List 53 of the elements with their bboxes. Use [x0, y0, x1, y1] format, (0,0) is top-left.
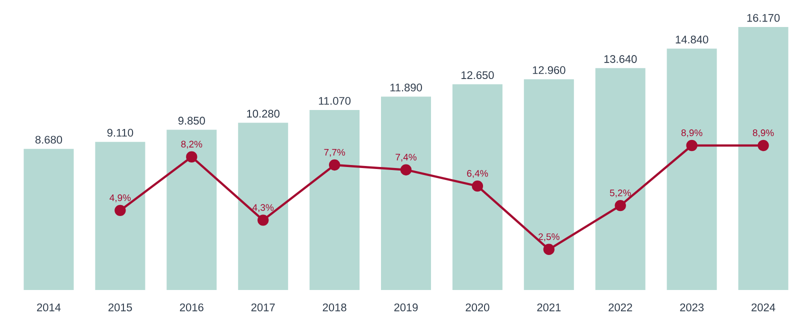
point: [543, 244, 555, 256]
bar: [310, 110, 360, 290]
bar: [738, 27, 788, 290]
bar: [95, 142, 146, 290]
x-tick-label: 2015: [108, 304, 132, 312]
bar: [524, 79, 574, 290]
x-tick-label: 2014: [37, 304, 61, 312]
data-label: 4,3%: [252, 204, 274, 212]
point: [686, 140, 698, 152]
point: [114, 204, 126, 216]
x-tick-label: 2020: [466, 304, 490, 312]
data-label: 9.110: [107, 128, 134, 137]
data-label: 16.170: [747, 14, 780, 22]
bar: [24, 148, 74, 290]
x-tick-label: 2016: [180, 304, 204, 312]
point: [400, 164, 412, 176]
data-label: 14.840: [676, 36, 708, 44]
data-label: 11.890: [390, 84, 422, 92]
data-label: 8,2%: [181, 140, 202, 149]
point: [614, 200, 626, 212]
bar: [166, 130, 217, 290]
data-label: 9.850: [178, 116, 205, 125]
data-label: 8.680: [35, 136, 62, 144]
point: [328, 159, 340, 171]
bar: [238, 122, 288, 290]
bar: [666, 48, 717, 290]
x-tick-label: 2024: [752, 304, 776, 312]
data-label: 8,9%: [752, 129, 774, 138]
point: [472, 180, 484, 192]
data-label: 12.960: [532, 66, 566, 74]
x-tick-label: 2019: [394, 304, 418, 312]
data-label: 2,5%: [538, 233, 560, 242]
data-label: 4,9%: [110, 194, 131, 202]
data-label: 11.070: [318, 96, 351, 105]
x-tick-label: 2021: [537, 304, 561, 312]
point: [758, 140, 769, 152]
x-tick-label: 2018: [322, 304, 346, 312]
x-tick-label: 2023: [680, 304, 704, 312]
data-label: 6,4%: [467, 170, 488, 178]
bar: [381, 96, 432, 290]
data-label: 7,7%: [324, 148, 346, 157]
data-label: 7,4%: [396, 154, 416, 162]
data-label: 8,9%: [681, 129, 702, 138]
point: [186, 151, 198, 162]
x-tick-label: 2017: [251, 304, 275, 312]
data-label: 5,2%: [610, 190, 631, 198]
x-tick-label: 2022: [608, 304, 632, 312]
point: [257, 214, 269, 226]
data-label: 13.640: [604, 55, 637, 63]
bar: [595, 68, 646, 290]
data-label: 10.280: [247, 110, 280, 118]
bar: [452, 84, 502, 290]
data-label: 12.650: [461, 71, 494, 80]
